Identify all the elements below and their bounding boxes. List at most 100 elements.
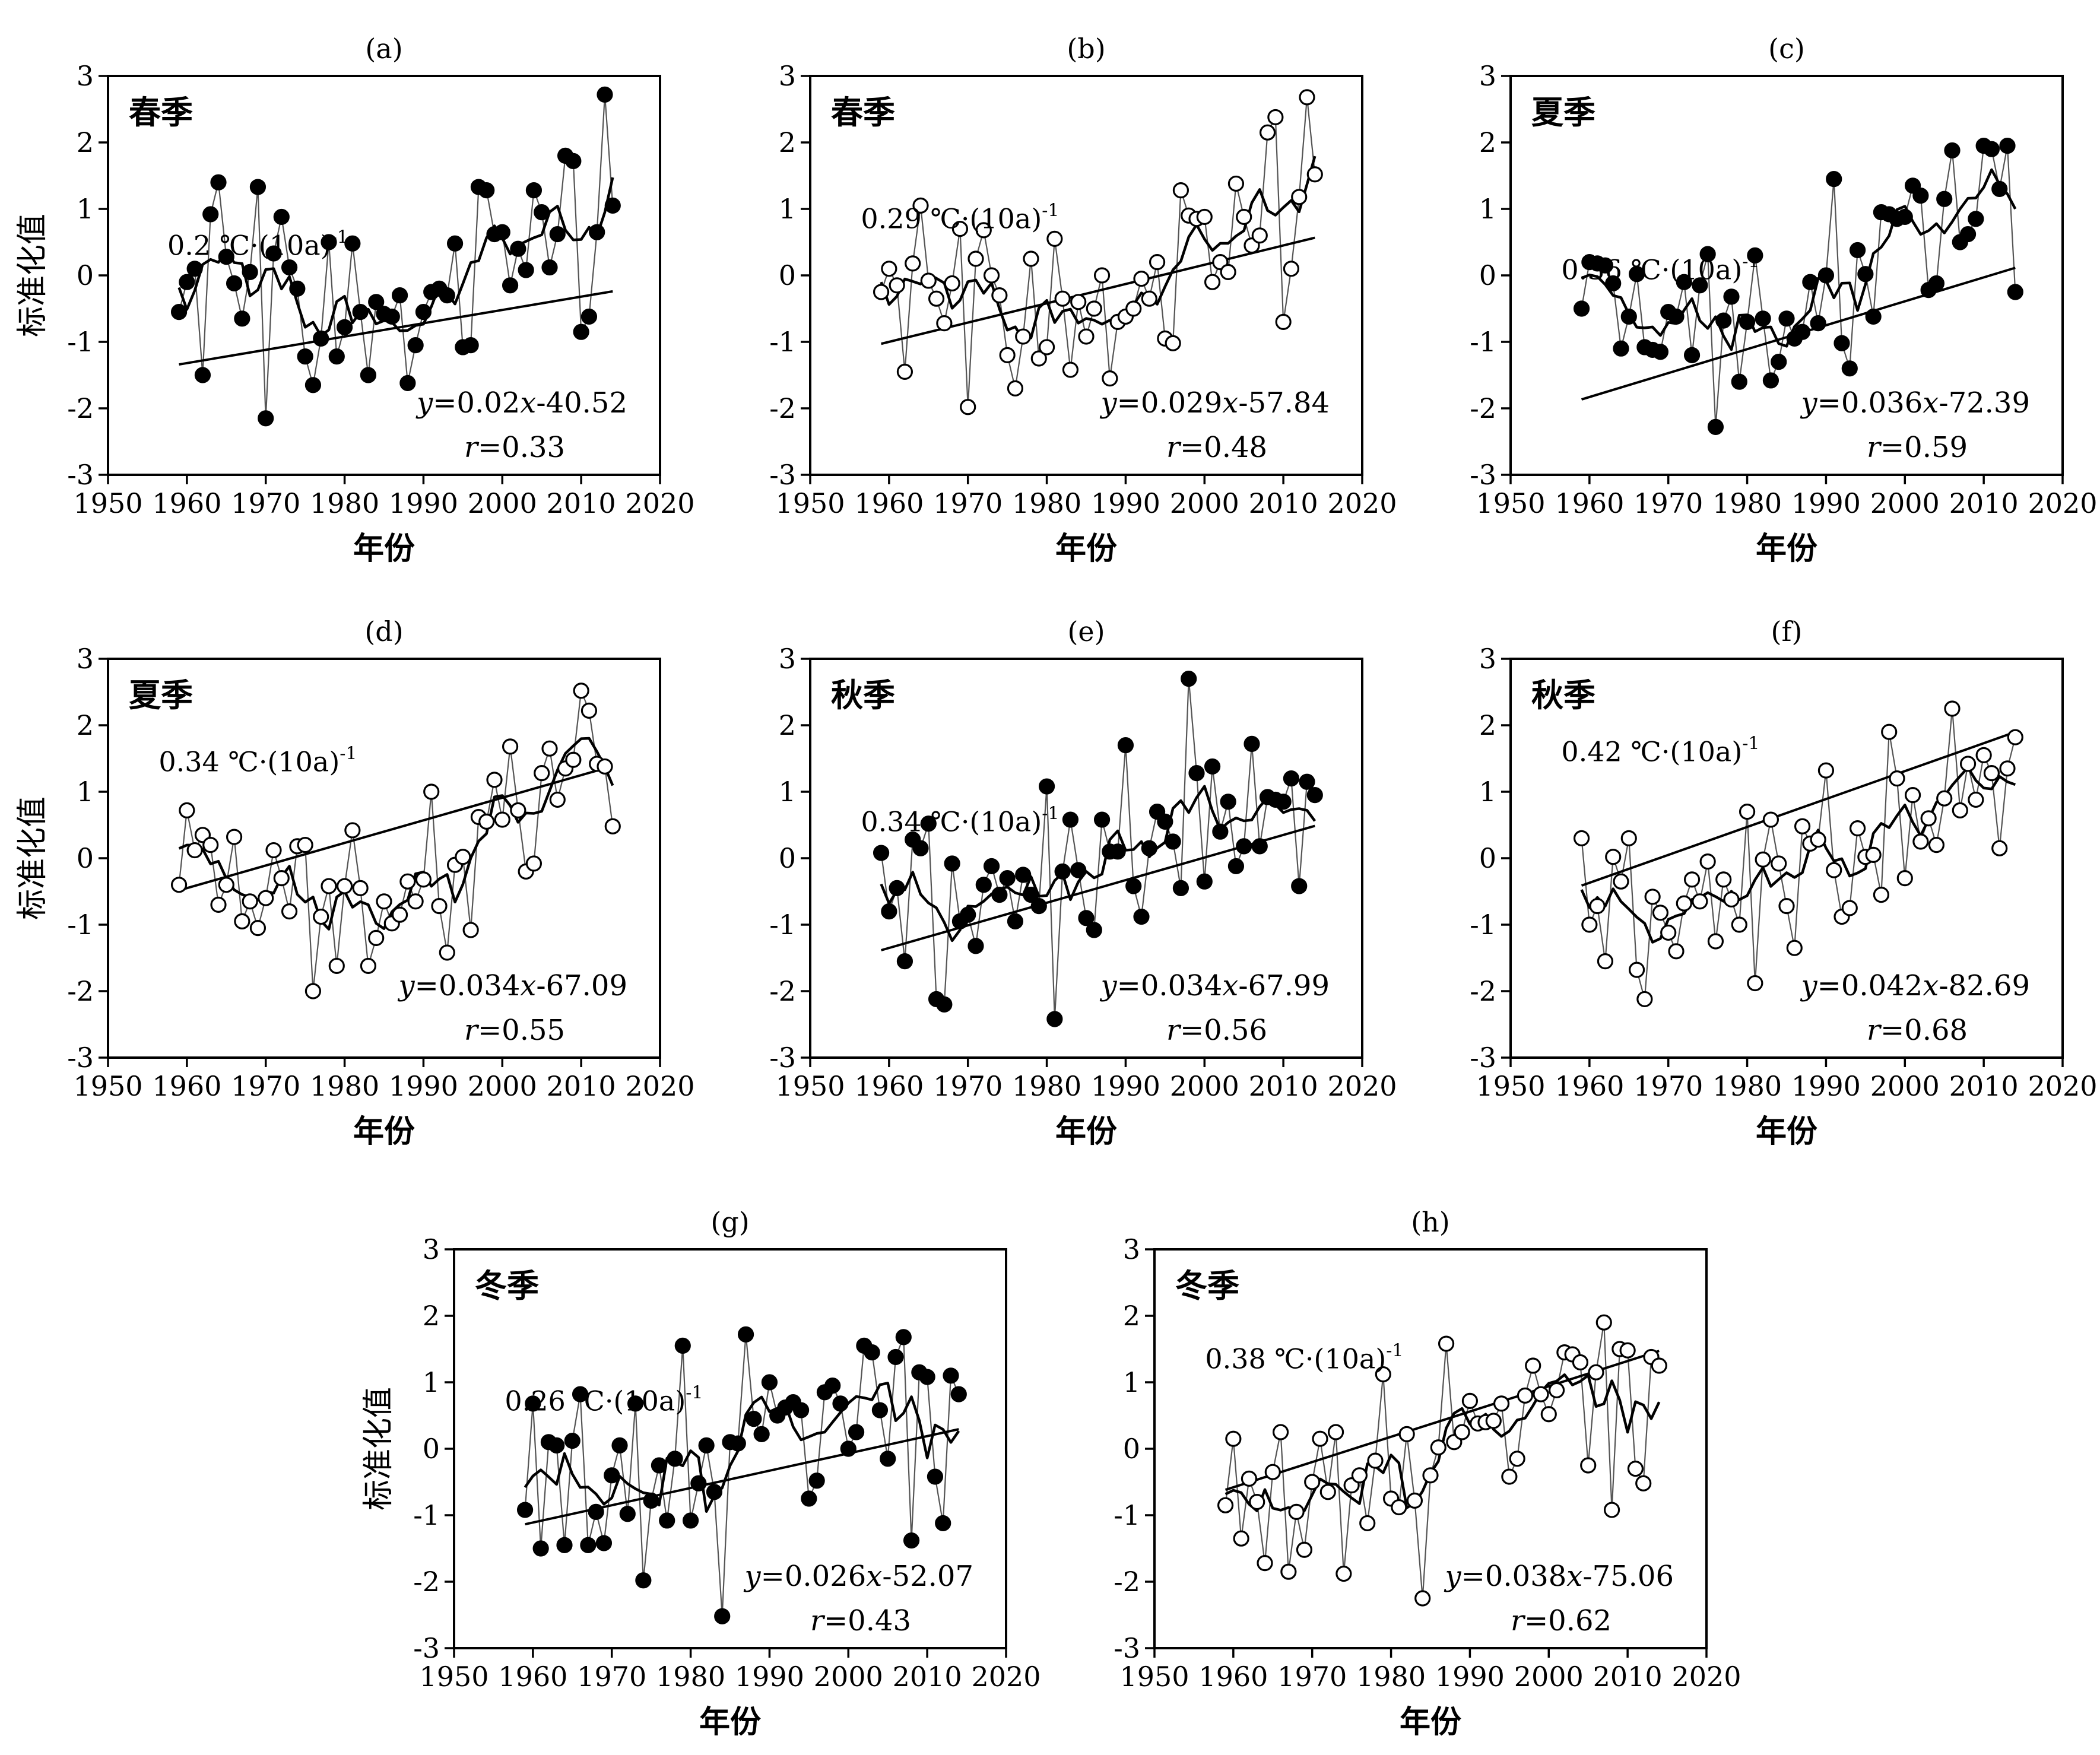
trend-exponent: -1 (340, 744, 357, 764)
data-point (510, 240, 526, 257)
y-tick-label: 1 (77, 776, 94, 808)
r-value: =0.33 (478, 431, 565, 464)
data-point (1668, 943, 1685, 960)
data-point (1747, 247, 1763, 264)
data-point (532, 1540, 549, 1557)
data-point (1367, 1452, 1384, 1469)
data-point (1968, 791, 1984, 808)
data-point (1747, 975, 1763, 992)
y-tick-label: -2 (413, 1566, 440, 1598)
data-point (1619, 1342, 1636, 1359)
data-point (549, 226, 566, 243)
r-value: =0.68 (1880, 1014, 1968, 1047)
series-line (178, 690, 614, 992)
data-point (494, 224, 510, 240)
data-point (336, 319, 353, 335)
x-tick-label: 2000 (1514, 1661, 1584, 1693)
data-point (1959, 756, 1977, 772)
eq-intercept: -52.07 (882, 1560, 973, 1593)
data-point (1517, 1387, 1534, 1404)
data-point (391, 287, 408, 304)
regression-equation: y=0.034x-67.09 (398, 969, 627, 1002)
data-point (455, 849, 471, 865)
data-point (944, 275, 960, 292)
data-point (1023, 886, 1039, 903)
data-point (881, 261, 897, 277)
data-point (258, 890, 274, 906)
data-point (1391, 1499, 1407, 1516)
eq-y: y (1444, 1560, 1462, 1593)
x-tick-label: 1980 (1012, 1070, 1081, 1102)
x-tick-label: 2010 (1949, 487, 2019, 519)
data-point (273, 869, 290, 887)
trend-exponent: -1 (1742, 734, 1759, 754)
x-tick-label: 2020 (2028, 487, 2097, 519)
data-point (1794, 818, 1811, 834)
data-point (1975, 747, 1992, 764)
y-tick-label: 3 (1479, 60, 1496, 92)
data-point (1125, 878, 1142, 894)
season-label: 秋季 (1531, 677, 1595, 714)
data-point (935, 1515, 951, 1532)
data-point (202, 836, 219, 853)
data-point (1525, 1357, 1541, 1374)
data-point (534, 204, 550, 221)
data-point (659, 1512, 675, 1529)
data-point (1109, 843, 1126, 860)
season-label: 春季 (129, 94, 193, 131)
data-point (905, 255, 921, 272)
data-point (1220, 794, 1236, 810)
data-point (304, 377, 322, 393)
y-tick-label: 1 (1123, 1366, 1140, 1398)
data-point (1015, 867, 1032, 883)
data-point (1841, 360, 1858, 377)
eq-y: y (415, 386, 433, 420)
season-label: 冬季 (1175, 1267, 1239, 1305)
data-point (297, 836, 313, 853)
data-point (627, 1395, 644, 1412)
eq-x: x (1222, 386, 1238, 420)
data-point (1683, 871, 1701, 888)
data-point (218, 877, 234, 893)
data-point (462, 337, 479, 354)
data-point (1102, 370, 1118, 387)
data-point (1540, 1406, 1557, 1423)
x-tick-label: 1980 (1356, 1661, 1426, 1693)
data-point (1731, 373, 1747, 390)
data-point (1999, 138, 2016, 154)
data-point (1225, 1430, 1242, 1447)
data-point (1375, 1366, 1391, 1383)
data-point (1454, 1424, 1470, 1440)
data-point (202, 206, 219, 223)
data-point (1172, 182, 1189, 199)
panel-g: (g) -3 -2 -1 0 1 2 3 1950 1960 1970 1980 1990 2000 201… (361, 1206, 1041, 1740)
panel-b: (b) -3 -2 -1 0 1 2 3 1950 1960 1970 1980 1990 2000 201… (769, 33, 1397, 567)
data-point (210, 174, 227, 191)
data-point (967, 938, 984, 954)
y-tick-label: 3 (77, 60, 94, 92)
data-point (1038, 339, 1055, 356)
trend-value: 0.36 ℃·(10a) (1561, 253, 1742, 285)
y-tick-label: 2 (1479, 709, 1496, 741)
data-point (494, 811, 510, 828)
data-point (1581, 916, 1598, 933)
data-point (1912, 188, 1929, 204)
panel-d: (d) -3 -2 -1 0 1 2 3 1950 1960 1970 1980 1990 2000 201… (15, 615, 695, 1150)
data-point (1280, 1563, 1297, 1580)
panel-h: (h) -3 -2 -1 0 1 2 3 1950 1960 1970 1980 1990 2000 201… (1114, 1206, 1741, 1740)
x-tick-label: 1960 (498, 1661, 567, 1693)
data-point (534, 765, 550, 782)
data-point (919, 1369, 935, 1385)
data-point (1406, 1492, 1423, 1509)
x-axis-label: 年份 (699, 1705, 761, 1740)
data-point (1288, 1503, 1305, 1520)
data-point (265, 245, 282, 262)
y-tick-label: 2 (77, 126, 94, 158)
data-point (1605, 275, 1622, 292)
correlation: r=0.56 (1166, 1014, 1267, 1047)
data-point (871, 1402, 889, 1418)
eq-slope: =0.034 (415, 969, 521, 1002)
data-point (1241, 1470, 1258, 1487)
data-point (1533, 1386, 1549, 1402)
x-tick-label: 1960 (854, 487, 924, 519)
